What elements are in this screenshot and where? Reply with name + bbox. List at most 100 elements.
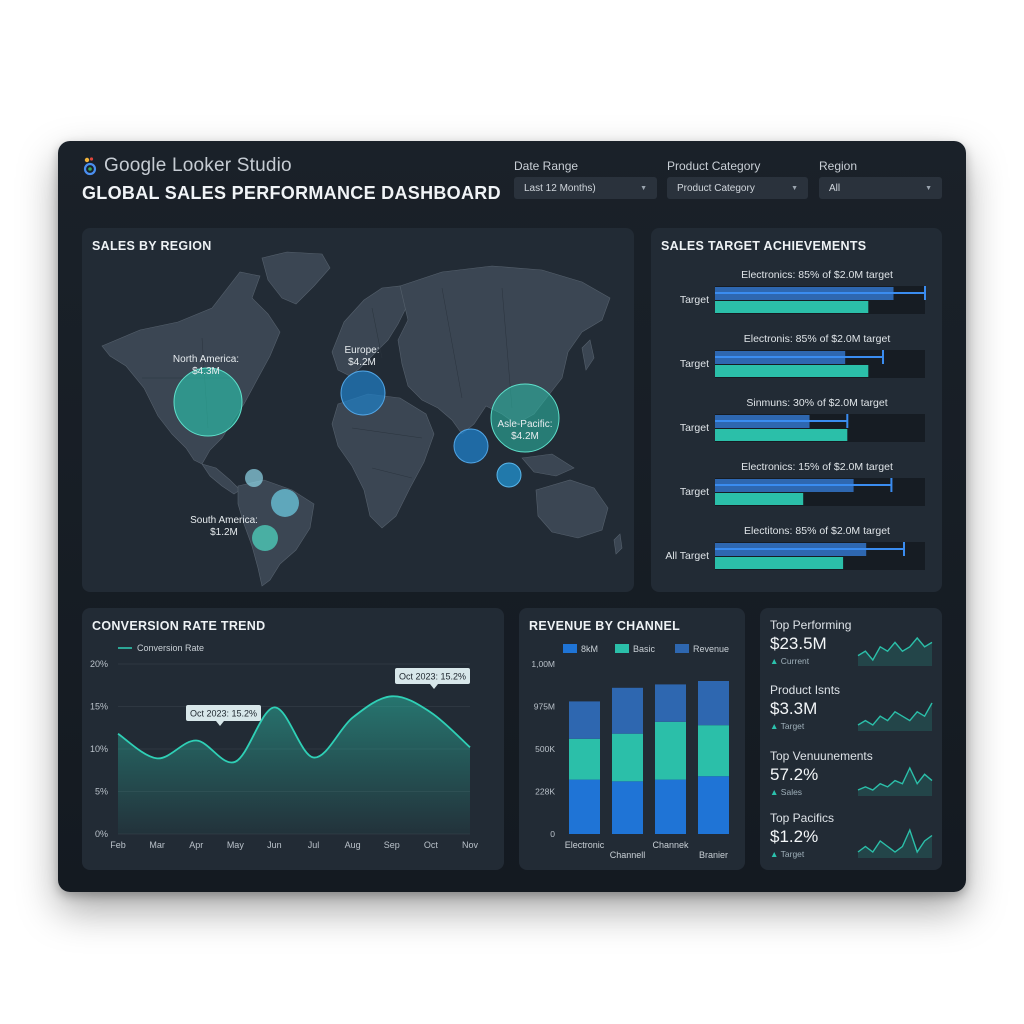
filter-product-category: Product Category Product Category ▼ — [667, 159, 808, 199]
filter-label: Product Category — [667, 159, 761, 173]
kpi-value: $3.3M — [770, 699, 818, 718]
region-label: South America: — [190, 515, 258, 526]
trend-up-icon: ▲ — [770, 656, 779, 666]
dropdown-value: Product Category — [677, 182, 755, 194]
europe-landmass — [331, 285, 409, 377]
y-tick-label: 5% — [95, 787, 108, 797]
se-asia-islands — [521, 453, 575, 477]
y-tick-label: 1,00M — [531, 659, 555, 669]
region-dropdown[interactable]: All ▼ — [819, 177, 942, 199]
callout-label: Oct 2023: 15.2% — [190, 709, 257, 719]
kpi-card[interactable]: Top Performing $23.5M ▲ Current — [770, 618, 851, 666]
japan-island — [581, 339, 595, 371]
y-tick-label: 20% — [90, 659, 108, 669]
revenue-channel-panel: REVENUE BY CHANNEL 8kM Basic Revenue 1,00M 9… — [519, 608, 745, 870]
sales-by-region-panel: SALES BY REGION — [82, 228, 634, 592]
y-tick-label: 15% — [90, 702, 108, 712]
africa-landmass — [331, 393, 435, 529]
page-title: GLOBAL SALES PERFORMANCE DASHBOARD — [82, 183, 501, 203]
target-row-label: Target — [680, 294, 709, 306]
kpi-label: Top Pacifics — [770, 811, 835, 825]
target-marker — [924, 286, 926, 300]
target-row-label: Target — [680, 486, 709, 498]
product-category-dropdown[interactable]: Product Category ▼ — [667, 177, 808, 199]
legend-swatch — [563, 644, 577, 653]
x-tick-label: May — [227, 840, 245, 850]
y-tick-label: 10% — [90, 744, 108, 754]
date-range-dropdown[interactable]: Last 12 Months) ▼ — [514, 177, 657, 199]
region-label: Europe: — [344, 345, 379, 356]
sparkline — [857, 636, 933, 662]
sales-target-panel: SALES TARGET ACHIEVEMENTS Electronics: 8… — [651, 228, 942, 592]
kpi-value: $23.5M — [770, 634, 827, 653]
kpi-sub-text: Target — [780, 721, 805, 731]
india-bubble — [453, 428, 489, 464]
callout-box — [186, 705, 261, 721]
conversion-line — [117, 695, 471, 764]
sparkline — [857, 828, 933, 854]
dashboard-window: Google Looker Studio GLOBAL SALES PERFOR… — [58, 141, 966, 892]
kpi-card[interactable]: Top Pacifics $1.2% ▲ Target — [770, 811, 834, 859]
target-caption: Electronics: 15% of $2.0M target — [741, 461, 893, 473]
kpi-card[interactable]: Top Venuunements 57.2% ▲ Sales — [770, 749, 873, 797]
x-tick-label: Electronic — [565, 840, 605, 850]
conversion-area — [118, 696, 470, 834]
y-tick-label: 228K — [535, 787, 555, 797]
dropdown-value: All — [829, 182, 841, 194]
region-value: $4.2M — [348, 357, 376, 368]
target-caption: Electronics: 85% of $2.0M target — [741, 269, 893, 281]
conversion-line-chart: 20% 15% 10% 5% 0%Feb Mar Apr May Jun Jul Aug Sep Oct… — [90, 643, 479, 850]
bar-segment — [612, 687, 643, 734]
sparkline — [857, 702, 933, 726]
brand-name: Google Looker Studio — [104, 155, 292, 176]
dropdown-value: Last 12 Months) — [524, 182, 596, 194]
asia-pacific-bubble — [490, 383, 560, 453]
bar-segment — [569, 701, 600, 739]
south-america-bubble — [252, 525, 278, 551]
x-tick-label: Oct — [424, 840, 439, 850]
bar-segment — [698, 725, 729, 777]
kpi-value: $1.2% — [770, 827, 819, 846]
x-tick-label: Jun — [267, 840, 282, 850]
target-marker — [890, 478, 893, 492]
legend-label: Conversion Rate — [137, 643, 204, 653]
x-tick-label: Apr — [189, 840, 203, 850]
filter-label: Region — [819, 159, 858, 173]
legend-label: Basic — [633, 644, 656, 654]
y-tick-label: 500K — [535, 744, 555, 754]
kpi-label: Top Venuunements — [770, 749, 873, 763]
target-row-label: Target — [680, 358, 709, 370]
kpi-sub: ▲ Target — [770, 721, 840, 731]
target-caption: Electronis: 85% of $2.0M target — [744, 333, 891, 345]
revenue-stacked-bar-chart: 8kM Basic Revenue 1,00M 975M 500K 228K 0 Electro… — [531, 644, 729, 860]
kpi-sub-text: Target — [780, 849, 805, 859]
x-tick-label: Aug — [345, 840, 361, 850]
target-marker — [903, 542, 905, 556]
trend-up-icon: ▲ — [770, 721, 779, 731]
kpi-sub: ▲ Sales — [770, 787, 873, 797]
region-label: North America: — [173, 354, 239, 365]
kpi-card[interactable]: Product Isnts $3.3M ▲ Target — [770, 683, 840, 731]
legend-swatch — [615, 644, 629, 653]
x-tick-label: Branier — [699, 850, 728, 860]
caret-down-icon: ▼ — [640, 184, 647, 192]
callout-pointer — [216, 721, 224, 726]
target-bar-goal — [715, 365, 869, 377]
x-tick-label: Nov — [462, 840, 479, 850]
caret-down-icon: ▼ — [791, 184, 798, 192]
filter-region: Region All ▼ — [819, 159, 942, 199]
mexico-bubble — [245, 469, 263, 487]
brand: Google Looker Studio — [82, 155, 292, 177]
bar-segment — [655, 684, 686, 722]
legend-label: Revenue — [693, 644, 729, 654]
se-asia-bubble — [496, 462, 522, 488]
sparkline-area — [858, 638, 932, 666]
target-bar-goal — [715, 301, 869, 313]
callout-pointer — [430, 684, 438, 689]
region-value: $4.2M — [511, 431, 539, 442]
x-tick-label: Jul — [308, 840, 320, 850]
kpi-value: 57.2% — [770, 765, 819, 784]
panel-title: CONVERSION RATE TREND — [92, 619, 266, 633]
target-marker — [846, 414, 849, 428]
region-value: $1.2M — [210, 527, 238, 538]
